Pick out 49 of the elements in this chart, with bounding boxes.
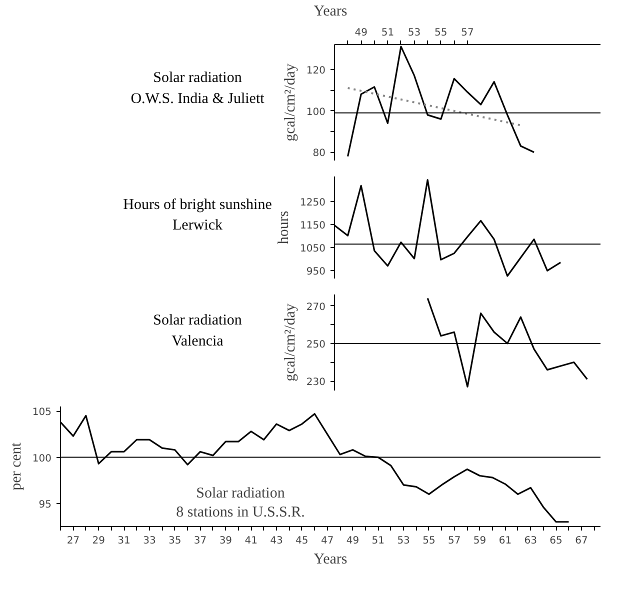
- text: Solar radiation O.W.S. India & Juliett: [130, 70, 266, 107]
- y-tick-label: 100: [306, 106, 326, 118]
- y-axis-title: gcal/cm²/day: [282, 63, 298, 142]
- x-tick-label: 33: [143, 536, 156, 546]
- x-tick-label: 49: [354, 28, 368, 38]
- y-axis-title: hours: [276, 210, 292, 244]
- x-tick-label: 39: [219, 536, 232, 546]
- y-tick-label: 1050: [300, 244, 326, 255]
- x-tick-label: 49: [346, 536, 360, 546]
- text: Solar radiation 8 stations in U.S.S.R.: [176, 485, 305, 520]
- x-tick-label: 65: [550, 536, 562, 546]
- x-axis-title: Years: [314, 552, 348, 568]
- y-tick-label: 95: [38, 499, 52, 510]
- y-tick-label: 950: [306, 266, 326, 278]
- text: Solar radiation Valencia: [153, 312, 242, 350]
- x-tick-label: 61: [498, 536, 512, 546]
- x-tick-label: 41: [244, 536, 258, 546]
- y-tick-label: 1150: [300, 220, 326, 232]
- x-tick-label: 35: [168, 536, 182, 546]
- x-tick-label: 47: [320, 536, 334, 546]
- y-tick-label: 230: [306, 377, 326, 388]
- x-tick-label: 53: [408, 28, 421, 38]
- x-tick-label: 27: [66, 536, 80, 546]
- y-tick-label: 105: [32, 407, 52, 418]
- x-tick-label: 59: [473, 536, 486, 546]
- x-tick-label: 67: [575, 536, 588, 546]
- y-tick-label: 100: [32, 453, 52, 464]
- y-tick-label: 120: [306, 65, 326, 76]
- x-axis-title: Years: [314, 4, 348, 20]
- y-tick-label: 80: [312, 148, 326, 160]
- x-tick-label: 37: [194, 536, 207, 546]
- y-tick-label: 1250: [300, 198, 326, 209]
- x-tick-label: 29: [92, 536, 105, 546]
- x-tick-label: 55: [422, 536, 436, 546]
- x-tick-label: 57: [461, 28, 474, 38]
- x-tick-label: 55: [434, 28, 448, 38]
- x-tick-label: 63: [524, 536, 537, 546]
- y-tick-label: 270: [306, 302, 326, 313]
- text: Hours of bright sunshine Lerwick: [123, 196, 272, 234]
- y-tick-label: 250: [306, 339, 326, 350]
- y-axis-title: per cent: [8, 442, 24, 490]
- x-tick-label: 57: [448, 536, 461, 546]
- x-tick-label: 51: [372, 536, 385, 546]
- y-axis-title: gcal/cm²/day: [282, 303, 298, 382]
- x-tick-label: 51: [381, 28, 394, 38]
- x-tick-label: 31: [118, 536, 130, 546]
- x-tick-label: 45: [296, 536, 308, 546]
- x-tick-label: 43: [270, 536, 283, 546]
- x-tick-label: 53: [397, 536, 410, 546]
